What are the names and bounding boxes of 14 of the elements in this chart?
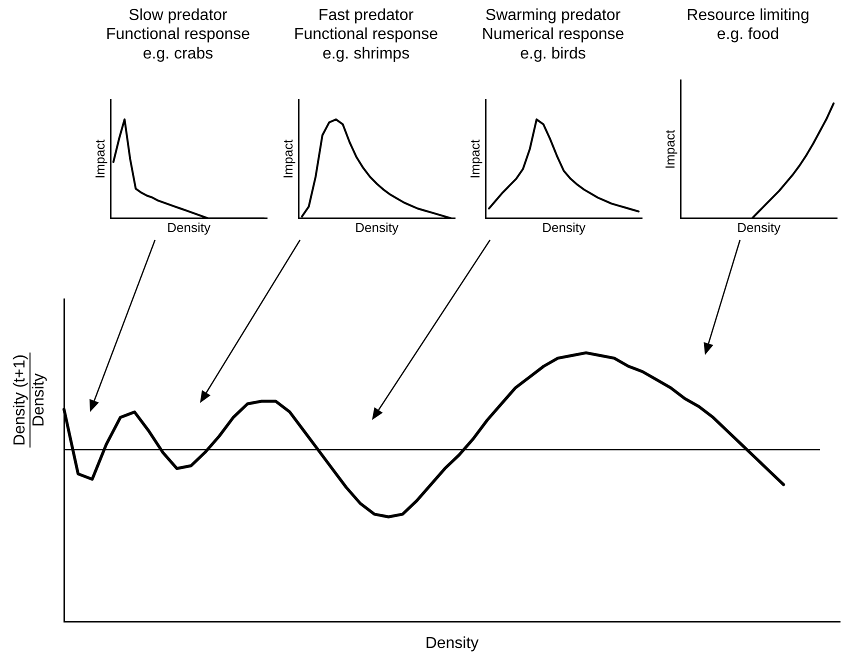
- y-axis-title: Impact: [280, 139, 296, 179]
- x-axis-title: Density: [542, 220, 586, 235]
- y-axis-title: Density (t+1) Density: [12, 353, 48, 448]
- x-axis-title: Density: [167, 220, 211, 235]
- chart-title: Fast predator Functional response e.g. shrimps: [294, 7, 438, 62]
- chart-title: Swarming predator Numerical response e.g. birds: [482, 7, 624, 62]
- x-axis-title: Density: [355, 220, 399, 235]
- chart-title: Slow predator Functional response e.g. crabs: [106, 7, 250, 62]
- y-axis-title: Impact: [467, 139, 482, 179]
- chart-title: Resource limiting e.g. food: [686, 7, 810, 44]
- y-axis-title: Impact: [92, 139, 108, 179]
- y-axis-title: Impact: [662, 130, 678, 169]
- x-axis-title: Density: [737, 220, 781, 235]
- x-axis-title: Density: [425, 634, 479, 652]
